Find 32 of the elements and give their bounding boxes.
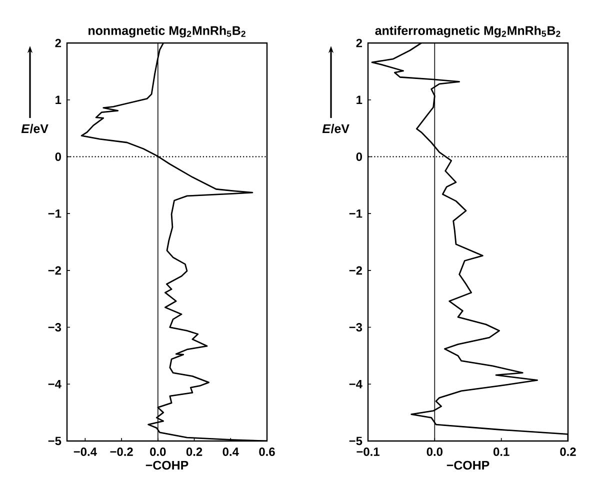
x-tick-label: 0.4 (222, 448, 239, 456)
x-tick-label: 0.2 (186, 448, 202, 456)
x-tick-label: 0.2 (560, 448, 576, 456)
chart-title: antiferromagnetic Mg$_{2}$MnRh$_{5}$B$_{2}$ (375, 26, 560, 38)
y-tick-label: −4 (349, 380, 362, 388)
y-tick-label: −1 (349, 209, 362, 218)
x-tick-label: 0.0 (150, 448, 166, 456)
y-tick-label: −5 (48, 436, 62, 446)
y-tick-label: 2 (55, 38, 62, 48)
y-tick-label: −3 (48, 323, 62, 332)
y-tick-label: 1 (56, 96, 62, 104)
x-tick-label: −0.2 (110, 448, 133, 456)
x-axis-title: −COHP (146, 460, 188, 470)
chart-title: nonmagnetic Mg$_{2}$MnRh$_{5}$B$_{2}$ (88, 26, 246, 38)
x-tick-label: −0.4 (74, 448, 97, 456)
y-tick-label: 1 (356, 96, 362, 104)
y-tick-label: 0 (55, 152, 61, 161)
x-axis-title: −COHP (446, 460, 490, 470)
y-tick-label: −2 (349, 266, 362, 275)
x-tick-label: 0.6 (259, 448, 275, 456)
y-tick-label: −1 (48, 209, 62, 218)
x-tick-label: 0.1 (493, 448, 510, 456)
y-tick-label: −4 (48, 380, 62, 388)
y-tick-label: −3 (349, 323, 362, 332)
x-tick-label: −0.1 (356, 448, 380, 456)
y-tick-label: −2 (48, 266, 62, 275)
x-tick-label: 0.0 (426, 448, 442, 456)
y-tick-label: 0 (356, 152, 362, 161)
y-axis-title: E/eV (21, 124, 48, 134)
y-axis-title: E/eV (322, 124, 350, 134)
y-tick-label: 2 (356, 38, 362, 48)
y-tick-label: −5 (349, 436, 362, 446)
